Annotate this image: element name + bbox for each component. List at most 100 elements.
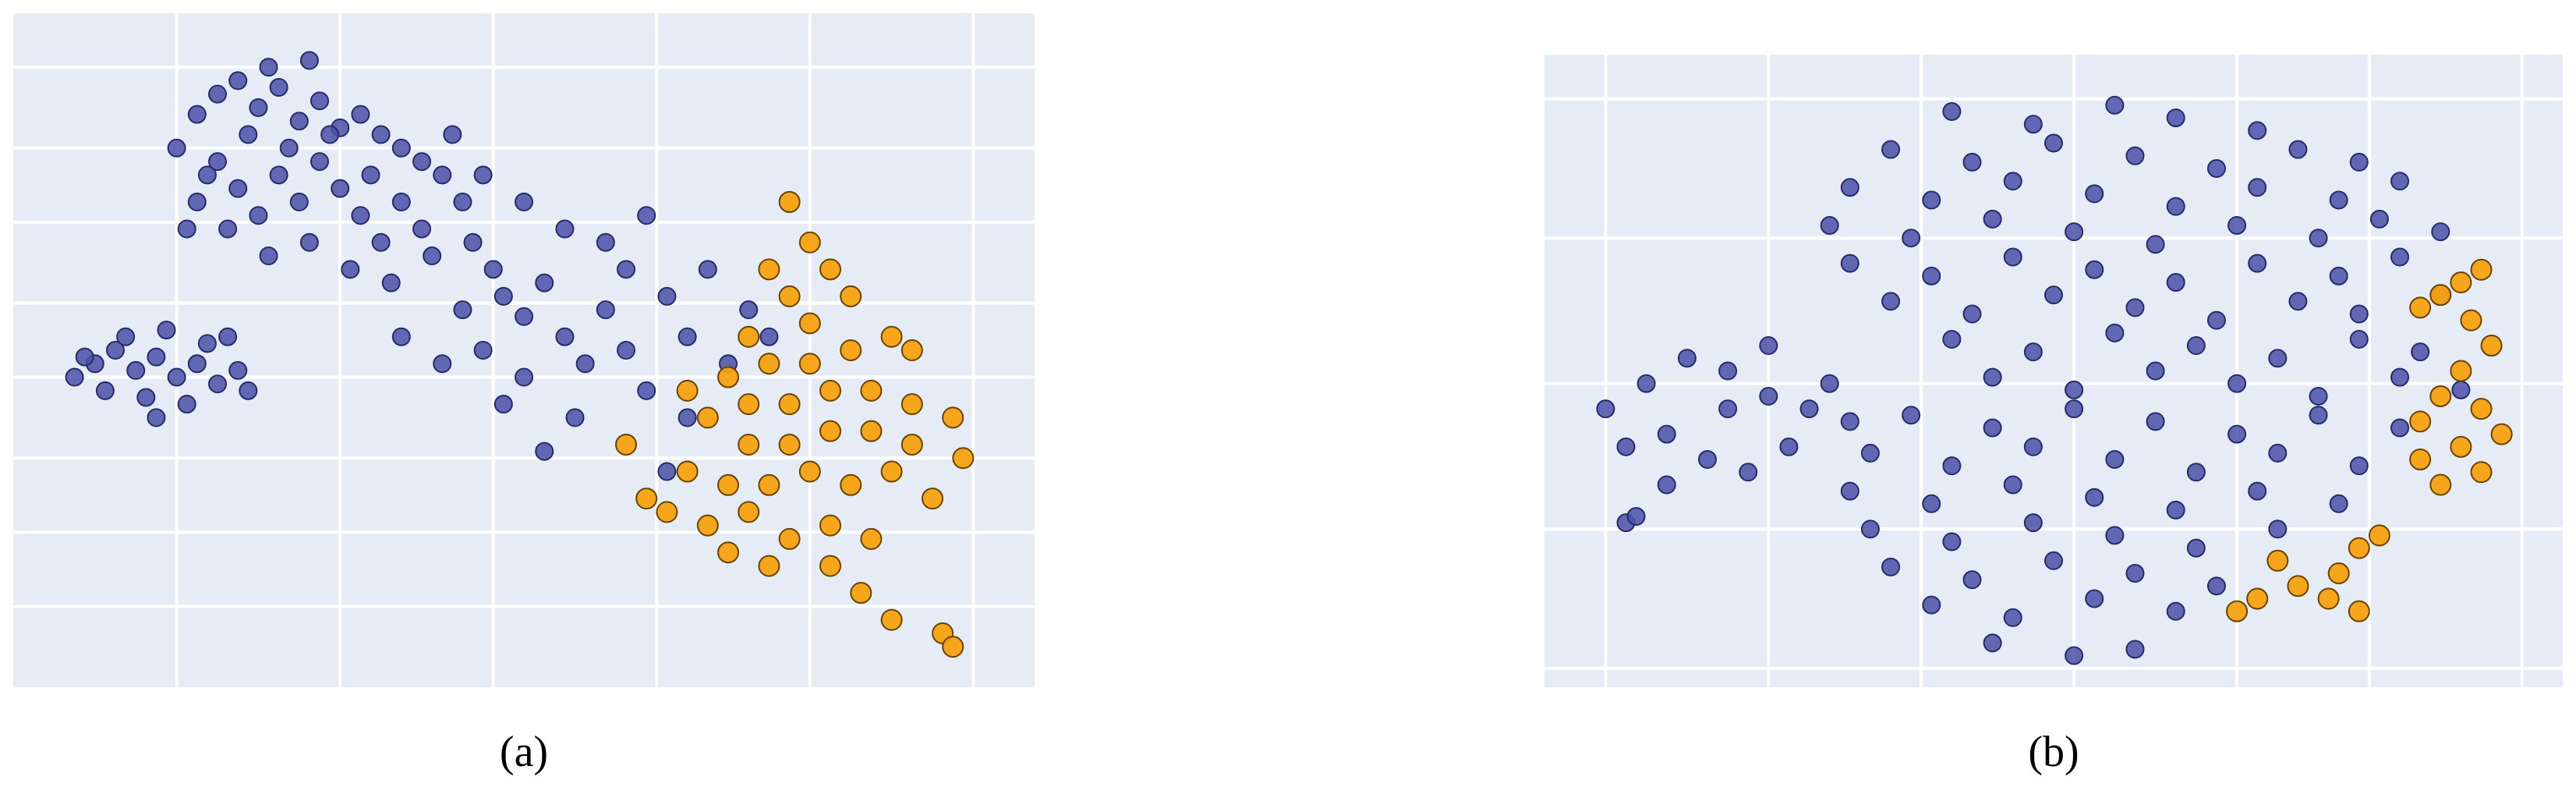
point bbox=[351, 206, 370, 225]
point bbox=[463, 232, 483, 252]
point bbox=[187, 105, 207, 124]
point bbox=[2349, 304, 2369, 324]
point bbox=[2288, 292, 2308, 311]
point bbox=[717, 366, 739, 388]
point bbox=[2327, 562, 2350, 585]
point bbox=[850, 582, 872, 605]
point bbox=[1922, 494, 1941, 513]
point bbox=[739, 300, 759, 320]
point bbox=[1962, 152, 1982, 172]
point bbox=[361, 165, 380, 185]
point bbox=[535, 273, 554, 293]
point bbox=[678, 408, 697, 427]
point bbox=[320, 125, 340, 144]
point bbox=[2429, 284, 2452, 307]
point bbox=[2409, 410, 2432, 433]
point bbox=[2490, 423, 2513, 445]
point bbox=[1840, 481, 1859, 501]
point bbox=[1596, 399, 1615, 419]
point bbox=[391, 192, 411, 211]
point bbox=[136, 388, 156, 407]
point bbox=[2349, 152, 2369, 172]
point bbox=[2317, 587, 2340, 610]
point bbox=[778, 393, 801, 416]
point bbox=[1840, 254, 1859, 273]
point bbox=[922, 488, 943, 510]
point bbox=[635, 488, 658, 510]
point bbox=[596, 300, 615, 320]
point bbox=[637, 381, 656, 400]
point bbox=[2248, 254, 2267, 273]
point bbox=[218, 219, 238, 239]
point bbox=[1616, 437, 1636, 456]
point bbox=[738, 393, 760, 416]
point bbox=[696, 514, 719, 537]
point bbox=[2227, 424, 2247, 444]
point bbox=[2023, 513, 2043, 533]
point bbox=[351, 105, 370, 124]
point bbox=[2023, 342, 2043, 362]
point bbox=[819, 514, 841, 537]
point bbox=[2003, 608, 2022, 627]
point bbox=[228, 71, 248, 90]
point bbox=[147, 347, 166, 367]
point bbox=[2349, 329, 2369, 349]
point bbox=[2125, 564, 2145, 583]
point bbox=[269, 78, 288, 98]
point bbox=[676, 460, 699, 483]
point bbox=[819, 379, 841, 402]
point bbox=[299, 51, 319, 70]
point bbox=[901, 433, 923, 456]
point bbox=[381, 273, 401, 293]
point bbox=[1718, 399, 1738, 419]
point bbox=[371, 125, 391, 144]
point bbox=[2166, 197, 2185, 216]
point bbox=[433, 354, 452, 374]
point bbox=[2003, 247, 2022, 267]
point bbox=[1881, 292, 1901, 311]
point bbox=[2186, 336, 2206, 356]
point bbox=[819, 420, 841, 442]
point bbox=[208, 374, 227, 394]
point bbox=[310, 91, 329, 111]
point bbox=[880, 608, 903, 631]
point bbox=[2146, 235, 2165, 254]
point bbox=[515, 307, 533, 326]
point bbox=[819, 258, 841, 281]
point bbox=[2368, 524, 2390, 547]
point bbox=[555, 219, 575, 239]
point bbox=[177, 219, 196, 239]
point bbox=[637, 206, 656, 225]
point bbox=[901, 339, 923, 361]
point bbox=[2246, 587, 2269, 610]
point bbox=[228, 179, 248, 198]
point bbox=[473, 341, 493, 360]
point bbox=[860, 379, 883, 402]
point bbox=[575, 354, 595, 374]
point bbox=[615, 433, 637, 456]
point bbox=[1983, 418, 2002, 438]
point bbox=[2206, 576, 2226, 596]
point bbox=[2125, 640, 2145, 659]
point bbox=[2186, 463, 2206, 482]
point bbox=[1697, 450, 1717, 470]
point bbox=[2348, 600, 2370, 622]
point bbox=[2248, 481, 2267, 501]
point bbox=[2166, 601, 2185, 621]
point bbox=[696, 406, 719, 429]
point bbox=[738, 433, 760, 456]
point bbox=[1626, 507, 1646, 527]
point bbox=[2390, 247, 2410, 267]
point bbox=[2409, 449, 2432, 471]
point bbox=[2409, 296, 2432, 319]
point bbox=[840, 285, 862, 307]
point bbox=[657, 286, 677, 306]
point bbox=[759, 327, 779, 346]
point bbox=[1677, 349, 1697, 368]
point bbox=[901, 393, 923, 416]
point bbox=[2023, 115, 2043, 134]
point bbox=[412, 219, 431, 239]
point bbox=[2085, 184, 2104, 204]
point bbox=[2480, 335, 2503, 357]
point bbox=[187, 192, 207, 211]
